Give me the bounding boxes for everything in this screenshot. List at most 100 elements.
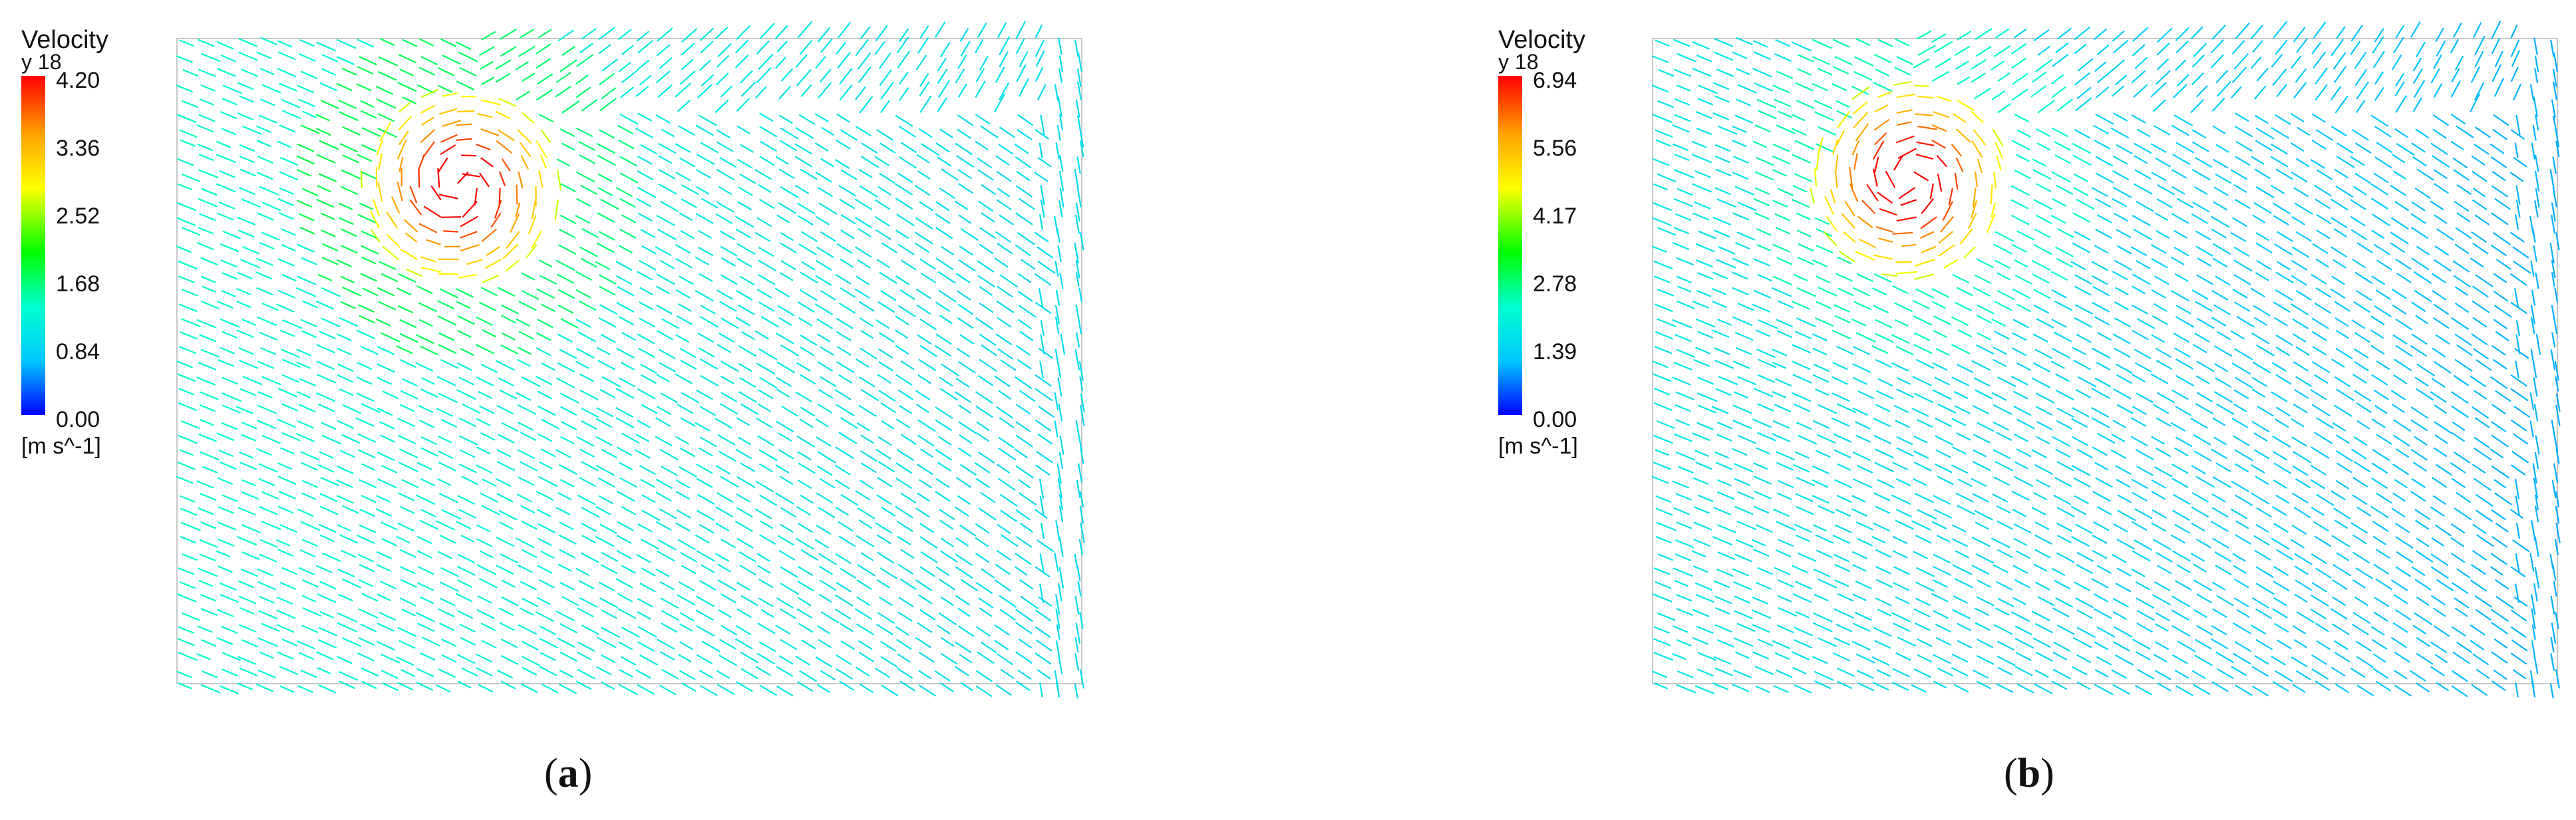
- velocity-vector-arrow: [756, 553, 770, 562]
- velocity-vector-arrow: [198, 579, 213, 587]
- velocity-vector-arrow: [496, 140, 513, 154]
- velocity-vector-arrow: [1037, 433, 1053, 445]
- velocity-vector-arrow: [528, 215, 537, 235]
- velocity-vector-arrow: [2072, 666, 2088, 676]
- velocity-vector-arrow: [2435, 464, 2453, 476]
- velocity-vector-arrow: [719, 157, 737, 168]
- velocity-vector-arrow: [2136, 622, 2154, 633]
- velocity-vector-arrow: [800, 494, 814, 504]
- velocity-vector-arrow: [1716, 491, 1735, 500]
- velocity-vector-arrow: [2194, 333, 2210, 342]
- velocity-vector-arrow: [1832, 139, 1839, 155]
- velocity-vector-arrow: [2392, 492, 2406, 502]
- velocity-vector-arrow: [2550, 653, 2555, 671]
- velocity-vector-arrow: [1079, 612, 1084, 629]
- velocity-vector-arrow: [541, 303, 556, 313]
- velocity-vector-arrow: [675, 334, 689, 343]
- velocity-vector-arrow: [321, 229, 336, 237]
- velocity-vector-arrow: [2394, 128, 2408, 138]
- velocity-vector-arrow: [2256, 507, 2272, 518]
- velocity-vector-arrow: [1777, 188, 1794, 197]
- velocity-vector-arrow: [2117, 494, 2132, 503]
- velocity-vector-arrow: [259, 186, 279, 196]
- velocity-vector-arrow: [376, 551, 393, 559]
- velocity-vector-arrow: [2271, 655, 2286, 666]
- velocity-vector-arrow: [1694, 506, 1710, 514]
- velocity-vector-arrow: [1672, 124, 1690, 133]
- velocity-vector-arrow: [1851, 85, 1869, 95]
- velocity-vector-arrow: [618, 245, 633, 254]
- velocity-vector-arrow: [476, 143, 491, 151]
- velocity-vector-arrow: [476, 524, 491, 533]
- velocity-vector-arrow: [858, 376, 876, 388]
- velocity-vector-arrow: [2515, 114, 2521, 136]
- velocity-vector-arrow: [2273, 597, 2287, 607]
- velocity-vector-arrow: [1776, 257, 1793, 265]
- velocity-vector-arrow: [738, 362, 753, 372]
- velocity-vector-arrow: [2074, 581, 2090, 591]
- velocity-vector-arrow: [1913, 171, 1929, 182]
- velocity-vector-arrow: [221, 128, 237, 136]
- velocity-vector-arrow: [655, 114, 671, 124]
- velocity-vector-arrow: [1077, 317, 1082, 335]
- velocity-vector-arrow: [2374, 404, 2388, 414]
- velocity-vector-arrow: [960, 579, 979, 592]
- velocity-vector-arrow: [681, 565, 697, 575]
- velocity-vector-arrow: [319, 331, 337, 340]
- velocity-vector-arrow: [735, 228, 751, 239]
- velocity-vector-arrow: [1753, 198, 1770, 207]
- velocity-vector-arrow: [1753, 258, 1771, 267]
- velocity-vector-arrow: [497, 287, 516, 297]
- velocity-vector-arrow: [2294, 593, 2308, 603]
- velocity-vector-arrow: [997, 188, 1011, 198]
- velocity-vector-arrow: [1834, 563, 1851, 573]
- velocity-vector-arrow: [2491, 622, 2508, 634]
- velocity-vector-arrow: [937, 57, 947, 72]
- velocity-vector-arrow: [699, 27, 715, 41]
- velocity-vector-arrow: [2352, 129, 2369, 141]
- velocity-vector-arrow: [380, 434, 396, 443]
- velocity-vector-arrow: [779, 272, 794, 281]
- velocity-vector-arrow: [1055, 594, 1060, 615]
- velocity-vector-arrow: [361, 230, 379, 239]
- velocity-vector-arrow: [656, 273, 675, 285]
- velocity-vector-arrow: [376, 640, 395, 651]
- velocity-vector-arrow: [721, 257, 736, 267]
- velocity-vector-arrow: [497, 669, 513, 679]
- velocity-vector-arrow: [620, 362, 635, 370]
- velocity-vector-arrow: [438, 450, 454, 460]
- velocity-vector-arrow: [2155, 641, 2170, 650]
- velocity-vector-arrow: [1733, 637, 1754, 647]
- velocity-vector-arrow: [2152, 315, 2168, 325]
- velocity-vector-arrow: [2195, 230, 2211, 241]
- velocity-vector-arrow: [2414, 579, 2432, 591]
- velocity-vector-arrow: [178, 652, 198, 661]
- velocity-vector-arrow: [2370, 344, 2385, 355]
- velocity-vector-arrow: [2212, 257, 2228, 268]
- velocity-vector-arrow: [814, 303, 834, 316]
- velocity-vector-arrow: [577, 494, 596, 505]
- velocity-vector-arrow: [2196, 392, 2213, 402]
- velocity-vector-arrow: [2450, 523, 2466, 534]
- velocity-vector-arrow: [2252, 685, 2269, 697]
- velocity-vector-arrow: [198, 362, 217, 371]
- velocity-vector-arrow: [601, 654, 616, 664]
- velocity-vector-arrow: [954, 506, 969, 517]
- velocity-vector-arrow: [2311, 360, 2331, 374]
- velocity-vector-arrow: [676, 509, 692, 519]
- velocity-vector-arrow: [1812, 347, 1828, 356]
- velocity-vector-arrow: [1772, 243, 1790, 253]
- velocity-vector-arrow: [557, 637, 575, 648]
- velocity-vector-arrow: [377, 407, 393, 416]
- velocity-vector-arrow: [677, 99, 691, 112]
- velocity-vector-arrow: [2431, 273, 2446, 284]
- velocity-vector-arrow: [1951, 344, 1971, 354]
- velocity-vector-arrow: [796, 450, 812, 461]
- velocity-vector-arrow: [1997, 640, 2014, 651]
- velocity-vector-arrow: [257, 316, 277, 327]
- velocity-vector-arrow: [1054, 317, 1060, 335]
- velocity-vector-arrow: [579, 154, 596, 164]
- velocity-vector-arrow: [199, 404, 216, 412]
- velocity-vector-arrow: [836, 582, 852, 593]
- velocity-vector-arrow: [2333, 259, 2347, 269]
